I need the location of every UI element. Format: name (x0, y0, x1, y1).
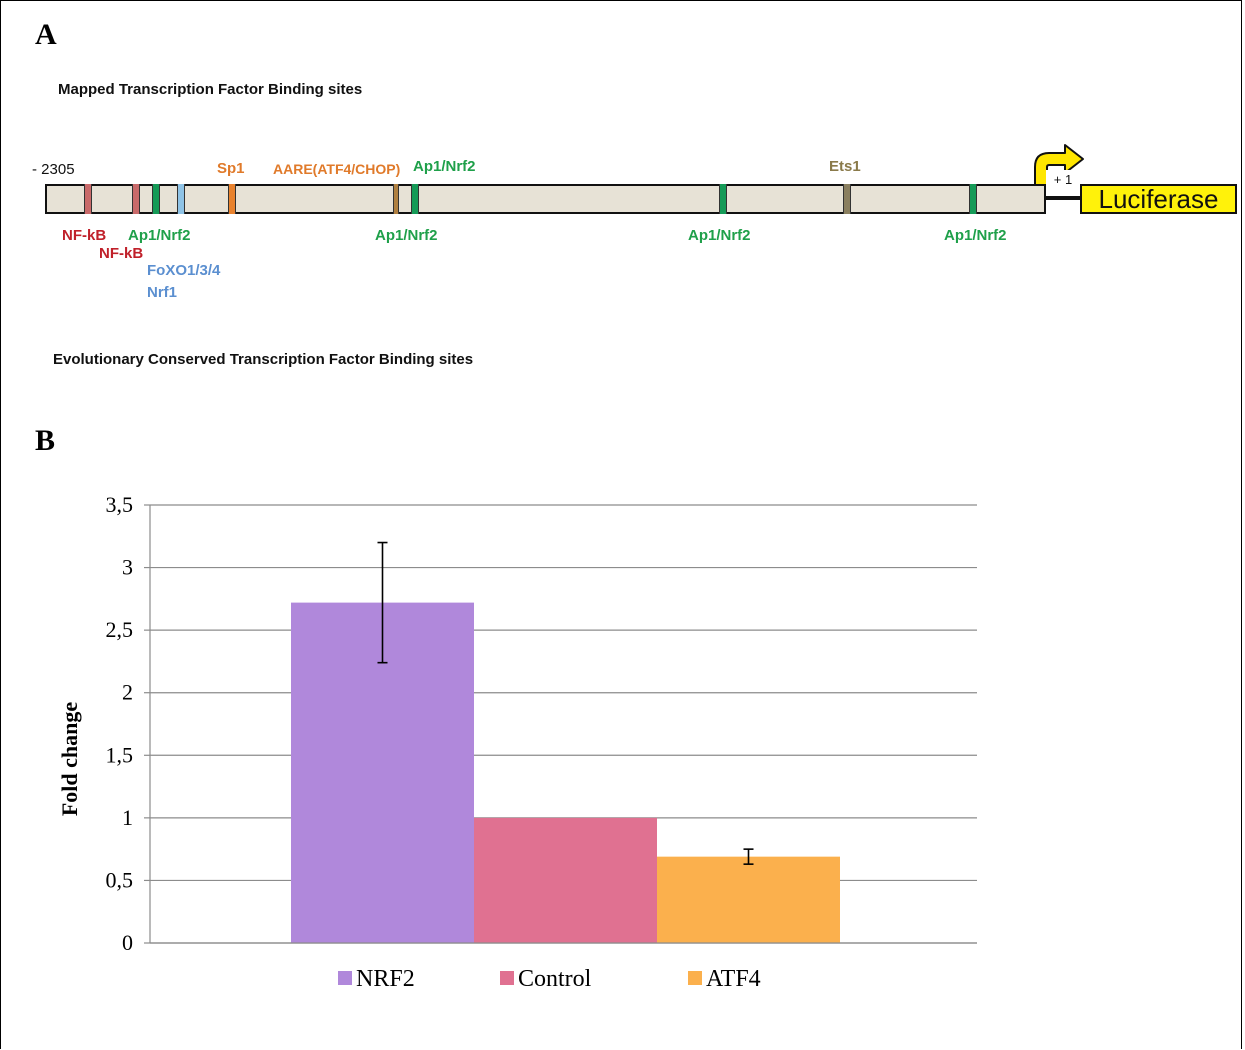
ap1-label: Ap1/Nrf2 (944, 227, 1007, 244)
luciferase-reporter: Luciferase (1080, 184, 1237, 214)
panel-b-letter: B (35, 424, 56, 457)
ets1-label: Ets1 (829, 158, 861, 175)
legend-label: ATF4 (706, 966, 761, 992)
nfkb-site-mark (84, 184, 92, 214)
ap1-site-mark (411, 184, 419, 214)
nrf1-label: Nrf1 (147, 284, 178, 301)
legend-swatch (338, 971, 352, 985)
y-tick-label: 3,5 (106, 492, 134, 517)
ap1-label: Ap1/Nrf2 (688, 227, 751, 244)
nfkb-label: NF-kB (99, 245, 144, 262)
y-axis-label: Fold change (57, 702, 82, 817)
ap1-label: Ap1/Nrf2 (128, 227, 191, 244)
legend-swatch (688, 971, 702, 985)
bar-control (474, 817, 657, 943)
panel-a-letter: A (35, 18, 57, 51)
foxo-site-mark (177, 184, 185, 214)
start-position-label: - 2305 (32, 161, 75, 178)
y-tick-label: 2 (122, 680, 133, 705)
nfkb-label: NF-kB (62, 227, 107, 244)
aare-label: AARE(ATF4/CHOP) (273, 161, 401, 177)
sp1-site-mark (228, 184, 236, 214)
y-tick-label: 2,5 (106, 617, 134, 642)
y-tick-label: 3 (122, 555, 133, 580)
ap1-top-label: Ap1/Nrf2 (413, 158, 476, 175)
bar-atf4 (657, 856, 840, 943)
mapped-sites-title: Mapped Transcription Factor Binding site… (58, 81, 363, 98)
promoter-bar (45, 184, 1046, 214)
tss-label: + 1 (1046, 170, 1080, 197)
aare-site-mark (393, 184, 399, 214)
ets1-site-mark (843, 184, 851, 214)
foxo-label: FoXO1/3/4 (147, 262, 221, 279)
y-tick-label: 0,5 (106, 867, 134, 892)
nfkb-site-mark (132, 184, 140, 214)
ap1-site-mark (719, 184, 727, 214)
connector-line (1046, 196, 1080, 198)
legend-label: Control (518, 966, 592, 992)
y-tick-label: 1 (122, 805, 133, 830)
legend-swatch (500, 971, 514, 985)
ap1-site-mark (969, 184, 977, 214)
ap1-site-mark (152, 184, 160, 214)
sp1-label: Sp1 (217, 160, 245, 177)
conserved-sites-title: Evolutionary Conserved Transcription Fac… (53, 351, 474, 368)
y-tick-label: 0 (122, 930, 133, 955)
y-tick-label: 1,5 (106, 742, 134, 767)
legend-label: NRF2 (356, 966, 415, 992)
ap1-label: Ap1/Nrf2 (375, 227, 438, 244)
